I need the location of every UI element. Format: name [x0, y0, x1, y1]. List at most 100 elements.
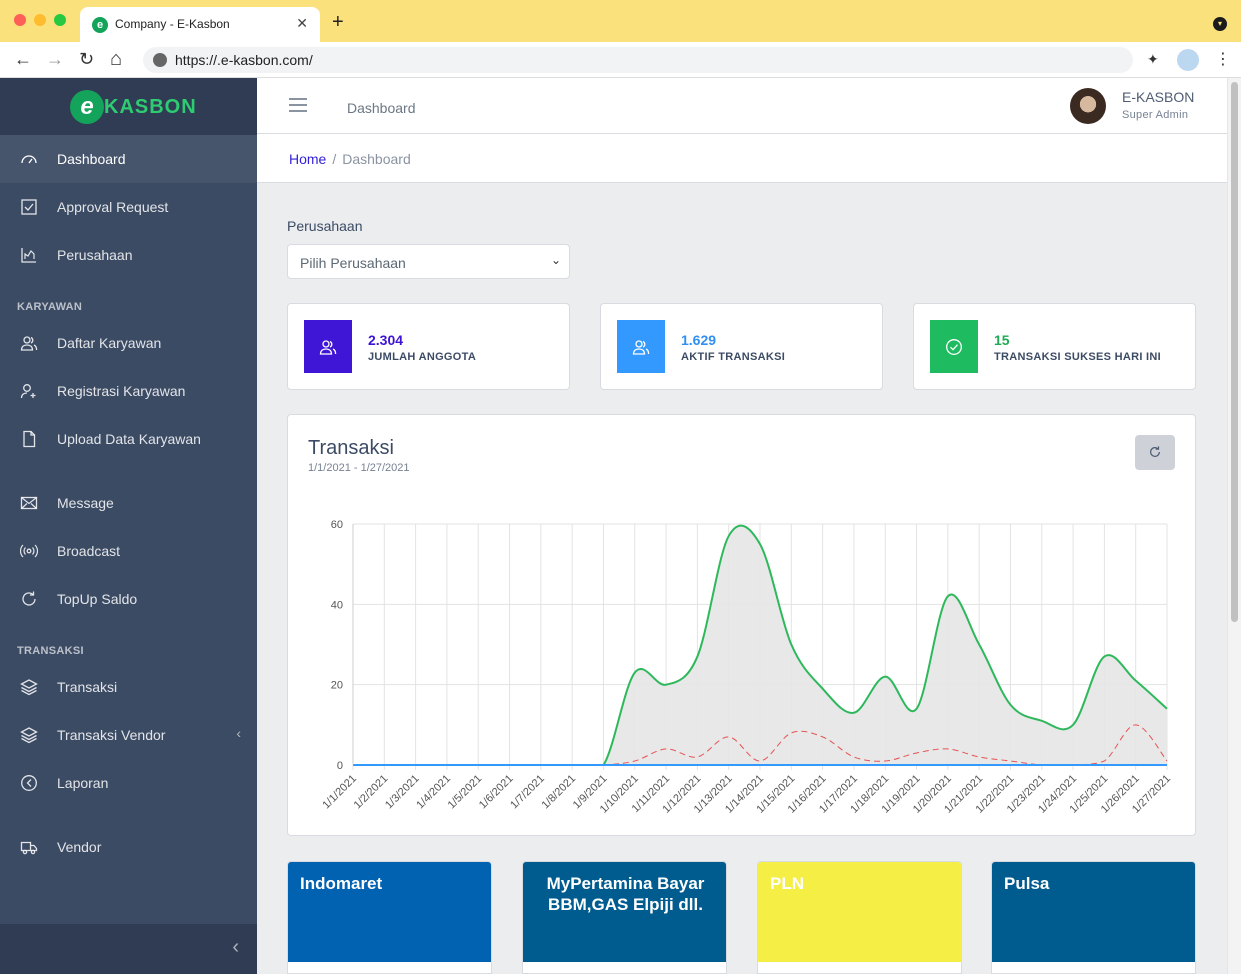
speedometer-icon	[21, 155, 37, 164]
brand-logo[interactable]: e KASBON	[0, 78, 257, 135]
vendor-card-indomaret[interactable]: Indomaret	[287, 861, 492, 974]
breadcrumb: Home / Dashboard	[289, 151, 411, 167]
user-name[interactable]: E-KASBON	[1122, 89, 1195, 105]
breadcrumb-bar: Home / Dashboard	[257, 134, 1227, 183]
sidebar-item-broadcast[interactable]: Broadcast	[0, 527, 257, 575]
transaction-line-chart: 02040601/1/20211/2/20211/3/20211/4/20211…	[320, 519, 1173, 816]
sidebar-item-message[interactable]: Message	[0, 479, 257, 527]
widget-icon-box	[304, 320, 352, 373]
browser-tab[interactable]: e Company - E-Kasbon ✕	[80, 7, 320, 42]
broadcast-icon	[19, 542, 39, 560]
sidebar-item-label: Perusahaan	[57, 247, 133, 263]
sidebar-minimize-button[interactable]: ‹	[232, 936, 239, 958]
forward-button[interactable]: →	[46, 49, 64, 69]
layers-icon	[20, 726, 38, 744]
broadcast-icon	[19, 544, 39, 558]
company-select[interactable]: Pilih Perusahaan ⌄	[287, 244, 570, 279]
sidebar-item-approval-request[interactable]: Approval Request	[0, 183, 257, 231]
breadcrumb-current: Dashboard	[342, 151, 411, 167]
user-avatar[interactable]	[1070, 88, 1106, 124]
url-field[interactable]: https://.e-kasbon.com/	[143, 47, 1133, 73]
sidebar-item-label: Transaksi Vendor	[57, 727, 166, 743]
vendor-card-pulsa[interactable]: Pulsa	[991, 861, 1196, 974]
sidebar-item-daftar-karyawan[interactable]: Daftar Karyawan	[0, 319, 257, 367]
sidebar-item-upload-data-karyawan[interactable]: Upload Data Karyawan	[0, 415, 257, 463]
browser-menu-icon[interactable]: ⋮	[1215, 51, 1231, 68]
url-text: https://.e-kasbon.com/	[175, 52, 313, 68]
circle-arrow-icon	[21, 775, 37, 791]
stat-label: AKTIF TRANSAKSI	[681, 351, 786, 363]
tab-search-icon[interactable]: ▾	[1213, 17, 1227, 31]
header-nav-dashboard[interactable]: Dashboard	[347, 100, 416, 116]
speedometer-icon	[20, 150, 38, 168]
widget-icon-box	[930, 320, 978, 373]
menu-toggle-icon[interactable]	[289, 98, 307, 112]
stat-label: JUMLAH ANGGOTA	[368, 351, 477, 363]
app-header: Dashboard E-KASBON Super Admin	[257, 78, 1227, 134]
vendor-banner	[758, 862, 961, 962]
back-button[interactable]: ←	[14, 49, 32, 69]
profile-avatar[interactable]	[1177, 49, 1199, 71]
sidebar-item-transaksi-vendor[interactable]: Transaksi Vendor ‹	[0, 711, 257, 759]
vendor-card-pln[interactable]: PLN	[757, 861, 962, 974]
extensions-icon[interactable]: ✦	[1147, 51, 1159, 67]
breadcrumb-separator: /	[332, 151, 337, 167]
stat-value: 1.629	[681, 332, 717, 348]
nav-section-transaksi: TRANSAKSI	[17, 645, 84, 657]
chevron-left-icon: ‹	[236, 725, 241, 741]
sidebar-item-topup-saldo[interactable]: TopUp Saldo	[0, 575, 257, 623]
sidebar-item-label: Daftar Karyawan	[57, 335, 162, 351]
envelope-icon	[20, 496, 38, 510]
people-icon	[632, 340, 650, 355]
people-icon	[20, 334, 38, 352]
layers-icon	[20, 679, 38, 696]
tab-close-button[interactable]: ✕	[296, 15, 308, 31]
chevron-down-icon: ⌄	[550, 253, 561, 267]
widget-icon-box	[617, 320, 665, 373]
chart-title: Transaksi	[308, 437, 394, 459]
envelope-icon	[20, 494, 38, 512]
check-square-icon	[21, 199, 37, 215]
sidebar-item-vendor[interactable]: Vendor	[0, 823, 257, 871]
page-scrollbar[interactable]	[1227, 78, 1241, 974]
new-tab-button[interactable]: +	[332, 11, 344, 33]
y-tick-label: 0	[337, 760, 343, 772]
stat-widget: 15 TRANSAKSI SUKSES HARI INI	[913, 303, 1196, 390]
browser-address-bar: ← → ↻ ⌂ https://.e-kasbon.com/ ✦ ⋮	[0, 42, 1241, 78]
sidebar-item-label: Upload Data Karyawan	[57, 431, 201, 447]
check-circle-icon	[946, 339, 962, 355]
window-close-button[interactable]	[14, 14, 26, 26]
sidebar-item-label: Registrasi Karyawan	[57, 383, 186, 399]
vendor-name: PLN	[770, 874, 804, 893]
logo-mark: e	[70, 90, 104, 124]
sidebar-item-transaksi[interactable]: Transaksi	[0, 663, 257, 711]
site-info-icon[interactable]	[153, 53, 167, 67]
window-maximize-button[interactable]	[54, 14, 66, 26]
nav-section-karyawan: KARYAWAN	[17, 301, 83, 313]
user-role: Super Admin	[1122, 109, 1189, 121]
sidebar-item-label: Message	[57, 495, 114, 511]
window-minimize-button[interactable]	[34, 14, 46, 26]
chart-icon	[21, 248, 36, 263]
sidebar-item-perusahaan[interactable]: Perusahaan	[0, 231, 257, 279]
layers-icon	[20, 727, 38, 744]
y-tick-label: 60	[331, 519, 343, 531]
sidebar-item-registrasi-karyawan[interactable]: Registrasi Karyawan	[0, 367, 257, 415]
sidebar-item-dashboard[interactable]: Dashboard	[0, 135, 257, 183]
vendor-name: Indomaret	[300, 874, 383, 893]
refresh-button[interactable]	[1135, 435, 1175, 470]
transaction-chart-card: Transaksi 1/1/2021 - 1/27/2021 0 20 40 60 1/…	[287, 414, 1196, 836]
vendor-card-mypertamina[interactable]: MyPertamina Bayar BBM,GAS Elpiji dll.	[522, 861, 727, 974]
user-plus-icon	[20, 382, 38, 400]
stat-value: 2.304	[368, 332, 404, 348]
reload-button[interactable]: ↻	[79, 49, 95, 69]
logo-text: KASBON	[104, 96, 197, 118]
sidebar-item-laporan[interactable]: Laporan	[0, 759, 257, 807]
stat-label: TRANSAKSI SUKSES HARI INI	[994, 351, 1162, 363]
sidebar-item-label: Dashboard	[57, 151, 126, 167]
scroll-thumb[interactable]	[1231, 82, 1238, 622]
sidebar-item-label: TopUp Saldo	[57, 591, 138, 607]
home-button[interactable]: ⌂	[110, 48, 123, 70]
breadcrumb-home[interactable]: Home	[289, 151, 327, 167]
y-tick-label: 40	[331, 599, 343, 611]
